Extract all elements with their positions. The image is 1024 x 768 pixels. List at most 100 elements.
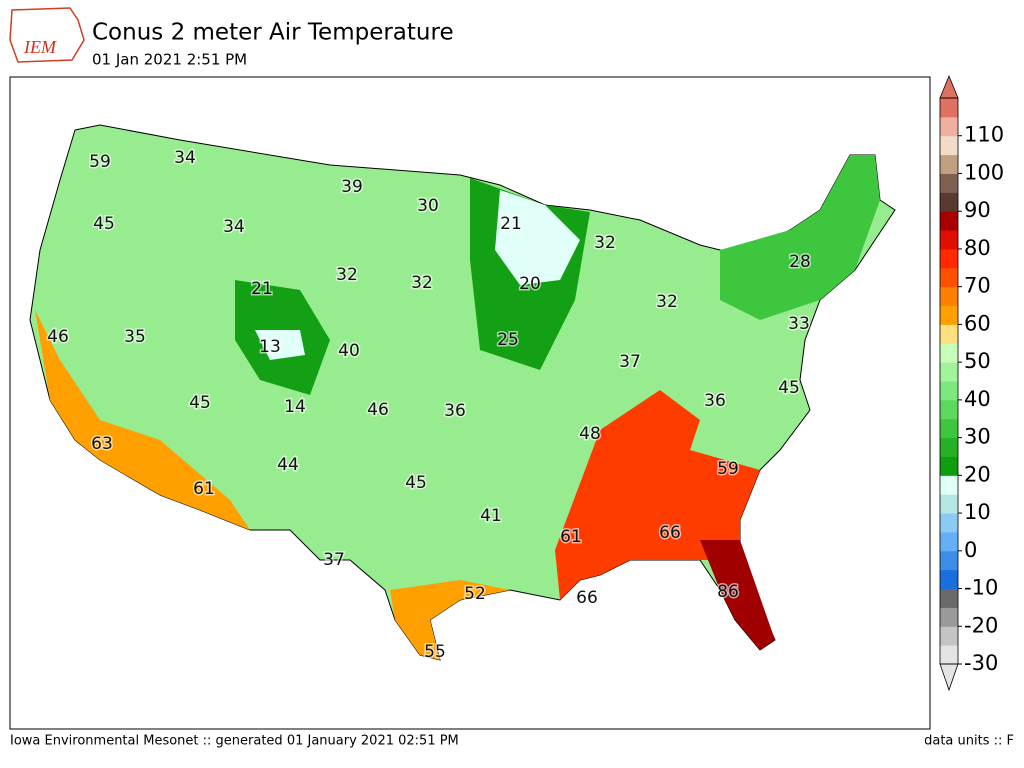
station-value: 14 [284,397,306,417]
station-value: 41 [480,506,502,526]
station-value: 28 [789,252,811,272]
station-value: 36 [444,401,466,421]
station-value: 32 [411,273,433,293]
colorbar: -30 -20 -10 0 10 20 30 40 50 60 70 80 90 100 110 [939,74,1004,692]
colorbar-band [940,494,958,514]
footer-right: data units :: F [924,734,1014,749]
station-value: 45 [778,378,800,398]
station-value: 59 [89,152,111,172]
colorbar-band [940,135,958,156]
colorbar-band [940,607,958,627]
map-area: 59 34 39 30 21 32 45 34 21 32 32 20 28 32 46 35 13 40 25 33… [29,124,896,664]
colorbar-band [940,116,958,137]
logo-shape [9,7,85,63]
colorbar-band [940,211,958,231]
station-value: 45 [189,393,211,413]
station-value: 44 [277,455,299,475]
station-value: 86 [717,582,739,602]
station-value: 37 [323,550,345,570]
title: Conus 2 meter Air Temperature [92,20,454,46]
colorbar-band [940,456,958,476]
colorbar-tick-label: -30 [964,651,998,675]
colorbar-extend-low [939,663,959,692]
station-value: 21 [500,214,522,234]
colorbar-extend-high [939,74,959,99]
station-value: 66 [659,523,681,543]
station-value: 34 [174,148,196,168]
cold-core-wy [255,330,305,360]
colorbar-band [940,324,958,344]
station-value: 63 [91,434,113,454]
station-value: 45 [93,214,115,234]
colorbar-tick-label: 100 [964,160,1004,184]
colorbar-band [940,98,958,118]
colorbar-band [940,230,958,250]
station-value: 34 [223,217,245,237]
colorbar-tick-label: 40 [964,387,991,411]
station-value: 48 [579,424,601,444]
subtitle: 01 Jan 2021 2:51 PM [92,51,247,69]
colorbar-tick-label: 20 [964,462,991,486]
colorbar-tick-label: 70 [964,274,991,298]
colorbar-tick-label: 90 [964,198,991,222]
station-value: 36 [704,391,726,411]
colorbar-tick-label: 110 [964,123,1004,147]
colorbar-band [940,550,958,571]
colorbar-tick-label: -20 [964,613,998,637]
colorbar-band [940,192,958,212]
station-value: 61 [560,527,582,547]
colorbar-band [940,569,958,590]
colorbar-band [940,343,958,363]
station-value: 32 [336,265,358,285]
warm-region-tx [390,580,510,660]
colorbar-band [940,645,958,665]
colorbar-tick-label: 0 [964,538,977,562]
colorbar-band [940,305,958,325]
colorbar-frame [939,97,959,665]
station-value: 32 [656,292,678,312]
footer-left: Iowa Environmental Mesonet :: generated … [10,734,459,749]
colorbar-band [940,267,958,288]
station-value: 21 [251,279,273,299]
colorbar-tick-label: 80 [964,236,991,260]
colorbar-band [940,418,958,439]
warm-region-fl [700,540,775,650]
station-value: 59 [717,459,739,479]
colorbar-band [940,381,958,401]
colorbar-band [940,513,958,533]
station-value: 66 [576,588,598,608]
station-value: 13 [259,337,281,357]
station-value: 46 [367,400,389,420]
station-value: 52 [464,584,486,604]
colorbar-band [940,588,958,608]
station-value: 61 [193,479,215,499]
station-value: 30 [417,196,439,216]
station-value: 35 [124,327,146,347]
warm-region-ca [35,310,250,530]
station-value: 37 [619,352,641,372]
colorbar-band [940,362,958,382]
station-value: 55 [424,642,446,662]
colorbar-band [940,475,958,495]
colorbar-tick-label: 60 [964,311,991,335]
colorbar-band [940,626,958,646]
station-value: 20 [519,274,541,294]
station-value: 25 [497,330,519,350]
colorbar-tick-label: -10 [964,576,998,600]
colorbar-tick-label: 10 [964,500,991,524]
station-value: 33 [788,314,810,334]
colorbar-band [940,173,958,193]
station-value: 32 [594,233,616,253]
colorbar-tick-label: 30 [964,425,991,449]
colorbar-band [940,399,958,420]
station-value: 46 [47,327,69,347]
cold-core-wi [495,190,580,285]
colorbar-band [940,531,958,552]
colorbar-band [940,437,958,457]
station-value: 45 [405,473,427,493]
logo-text: IEM [23,37,57,57]
cold-region-ne [720,155,880,320]
logo: IEM [9,7,85,63]
